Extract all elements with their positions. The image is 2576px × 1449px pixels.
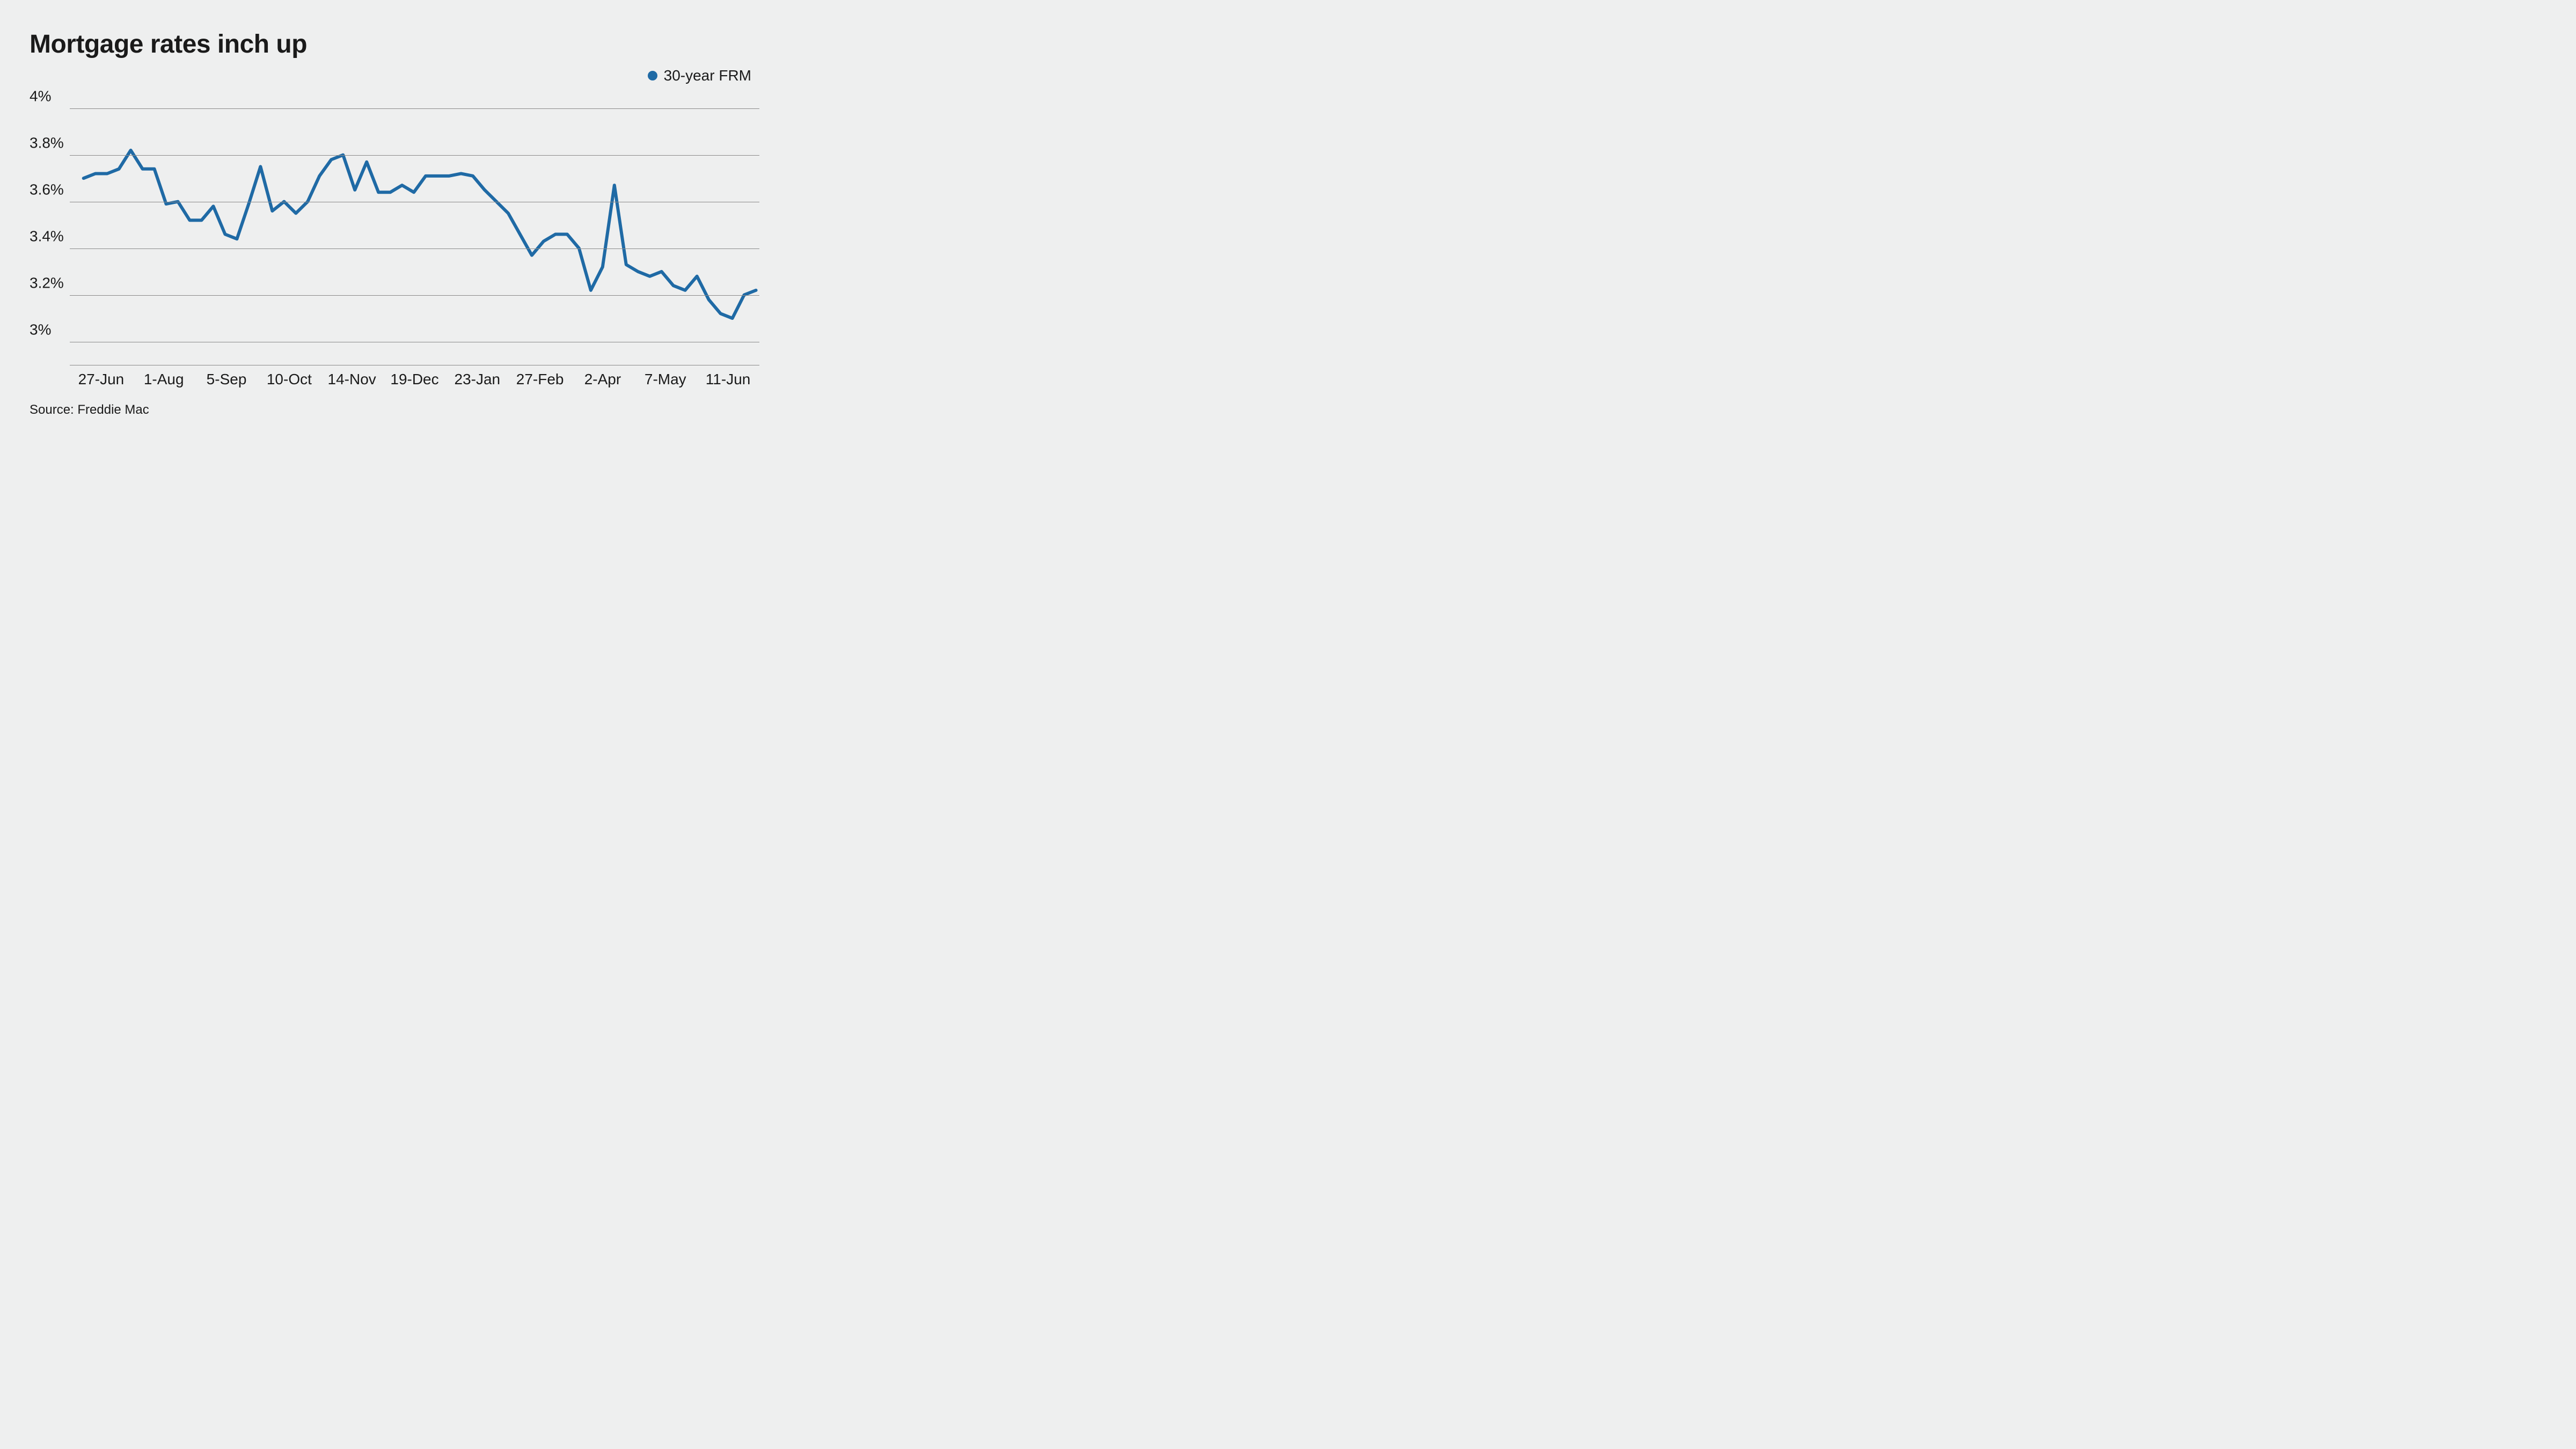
line-series-svg (70, 97, 759, 365)
x-axis: 27-Jun 1-Aug 5-Sep 10-Oct 14-Nov 19-Dec 23-Jan… (70, 365, 759, 386)
legend-marker (648, 71, 657, 80)
x-axis-label: 1-Aug (144, 371, 184, 388)
legend-label: 30-year FRM (664, 67, 751, 84)
y-axis-label: 4% (30, 87, 64, 105)
y-axis-label: 3.8% (30, 134, 64, 151)
y-axis-label: 3.4% (30, 228, 64, 245)
chart-source: Source: Freddie Mac (30, 402, 765, 418)
x-axis-label: 11-Jun (706, 371, 751, 388)
chart-title: Mortgage rates inch up (30, 30, 765, 59)
gridline (70, 295, 759, 296)
y-axis-label: 3% (30, 321, 64, 338)
x-axis-label: 19-Dec (390, 371, 438, 388)
x-axis-label: 14-Nov (328, 371, 376, 388)
x-axis-label: 2-Apr (584, 371, 621, 388)
plot-wrapper: 3%3.2%3.4%3.6%3.8%4% 27-Jun 1-Aug 5-Sep 10-… (30, 97, 765, 386)
x-axis-label: 10-Oct (267, 371, 312, 388)
x-axis-label: 23-Jan (455, 371, 501, 388)
x-axis-label: 5-Sep (207, 371, 247, 388)
x-axis-label: 27-Feb (516, 371, 564, 388)
plot-area: 3%3.2%3.4%3.6%3.8%4% (70, 97, 759, 365)
mortgage-rate-chart: Mortgage rates inch up 30-year FRM 3%3.2… (0, 0, 794, 447)
y-axis-label: 3.6% (30, 181, 64, 198)
x-axis-label: 7-May (645, 371, 686, 388)
gridline (70, 248, 759, 249)
gridline (70, 108, 759, 109)
y-axis-label: 3.2% (30, 274, 64, 291)
chart-legend: 30-year FRM (648, 67, 751, 84)
gridline (70, 155, 759, 156)
line-series (84, 150, 756, 318)
x-axis-label: 27-Jun (78, 371, 125, 388)
